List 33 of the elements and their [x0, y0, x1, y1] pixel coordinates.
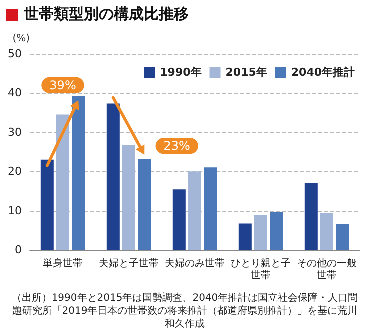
annotation: 39%	[50, 78, 76, 92]
legend-label: 1990年	[160, 66, 202, 79]
legend-label: 2040年推計	[291, 66, 356, 79]
bar	[188, 172, 202, 250]
y-tick-label: 0	[15, 244, 22, 256]
bar	[106, 104, 120, 250]
bar	[122, 144, 136, 250]
y-tick-label: 50	[8, 48, 22, 60]
y-tick-label: 30	[8, 126, 22, 139]
annotation: 23%	[164, 139, 190, 154]
x-tick-label: 夫婦と子世帯	[99, 258, 159, 270]
bar	[270, 212, 284, 250]
x-tick-label: ひとり親と子世帯	[231, 258, 291, 282]
bar	[336, 224, 350, 250]
legend-label: 2015年	[226, 66, 268, 79]
bar	[40, 160, 54, 250]
y-tick-label: 20	[8, 165, 22, 178]
bar	[56, 114, 70, 250]
x-tick-label: 単身世帯	[43, 258, 83, 270]
bar	[304, 182, 318, 250]
bar	[320, 214, 334, 250]
y-axis-title: (%)	[12, 34, 30, 44]
y-tick-label: 10	[8, 204, 22, 218]
y-tick-label: 40	[8, 86, 22, 100]
bar	[254, 216, 268, 250]
text: （出所）1990年と2015年は国勢調査、2040年推計は国立社会保障・人口問題研究所「2019年日本の世帯数の将来推計（都道府県別推計）」を基に荒川和久作成	[10, 292, 360, 331]
bar	[204, 168, 218, 250]
bar	[138, 159, 152, 250]
x-tick-label: その他の一般世帯	[297, 258, 357, 282]
bar	[172, 190, 186, 250]
x-tick-label: 夫婦のみ世帯	[165, 258, 225, 270]
bar	[238, 224, 252, 250]
chart-title: 世帯類型別の構成比推移	[24, 5, 189, 24]
